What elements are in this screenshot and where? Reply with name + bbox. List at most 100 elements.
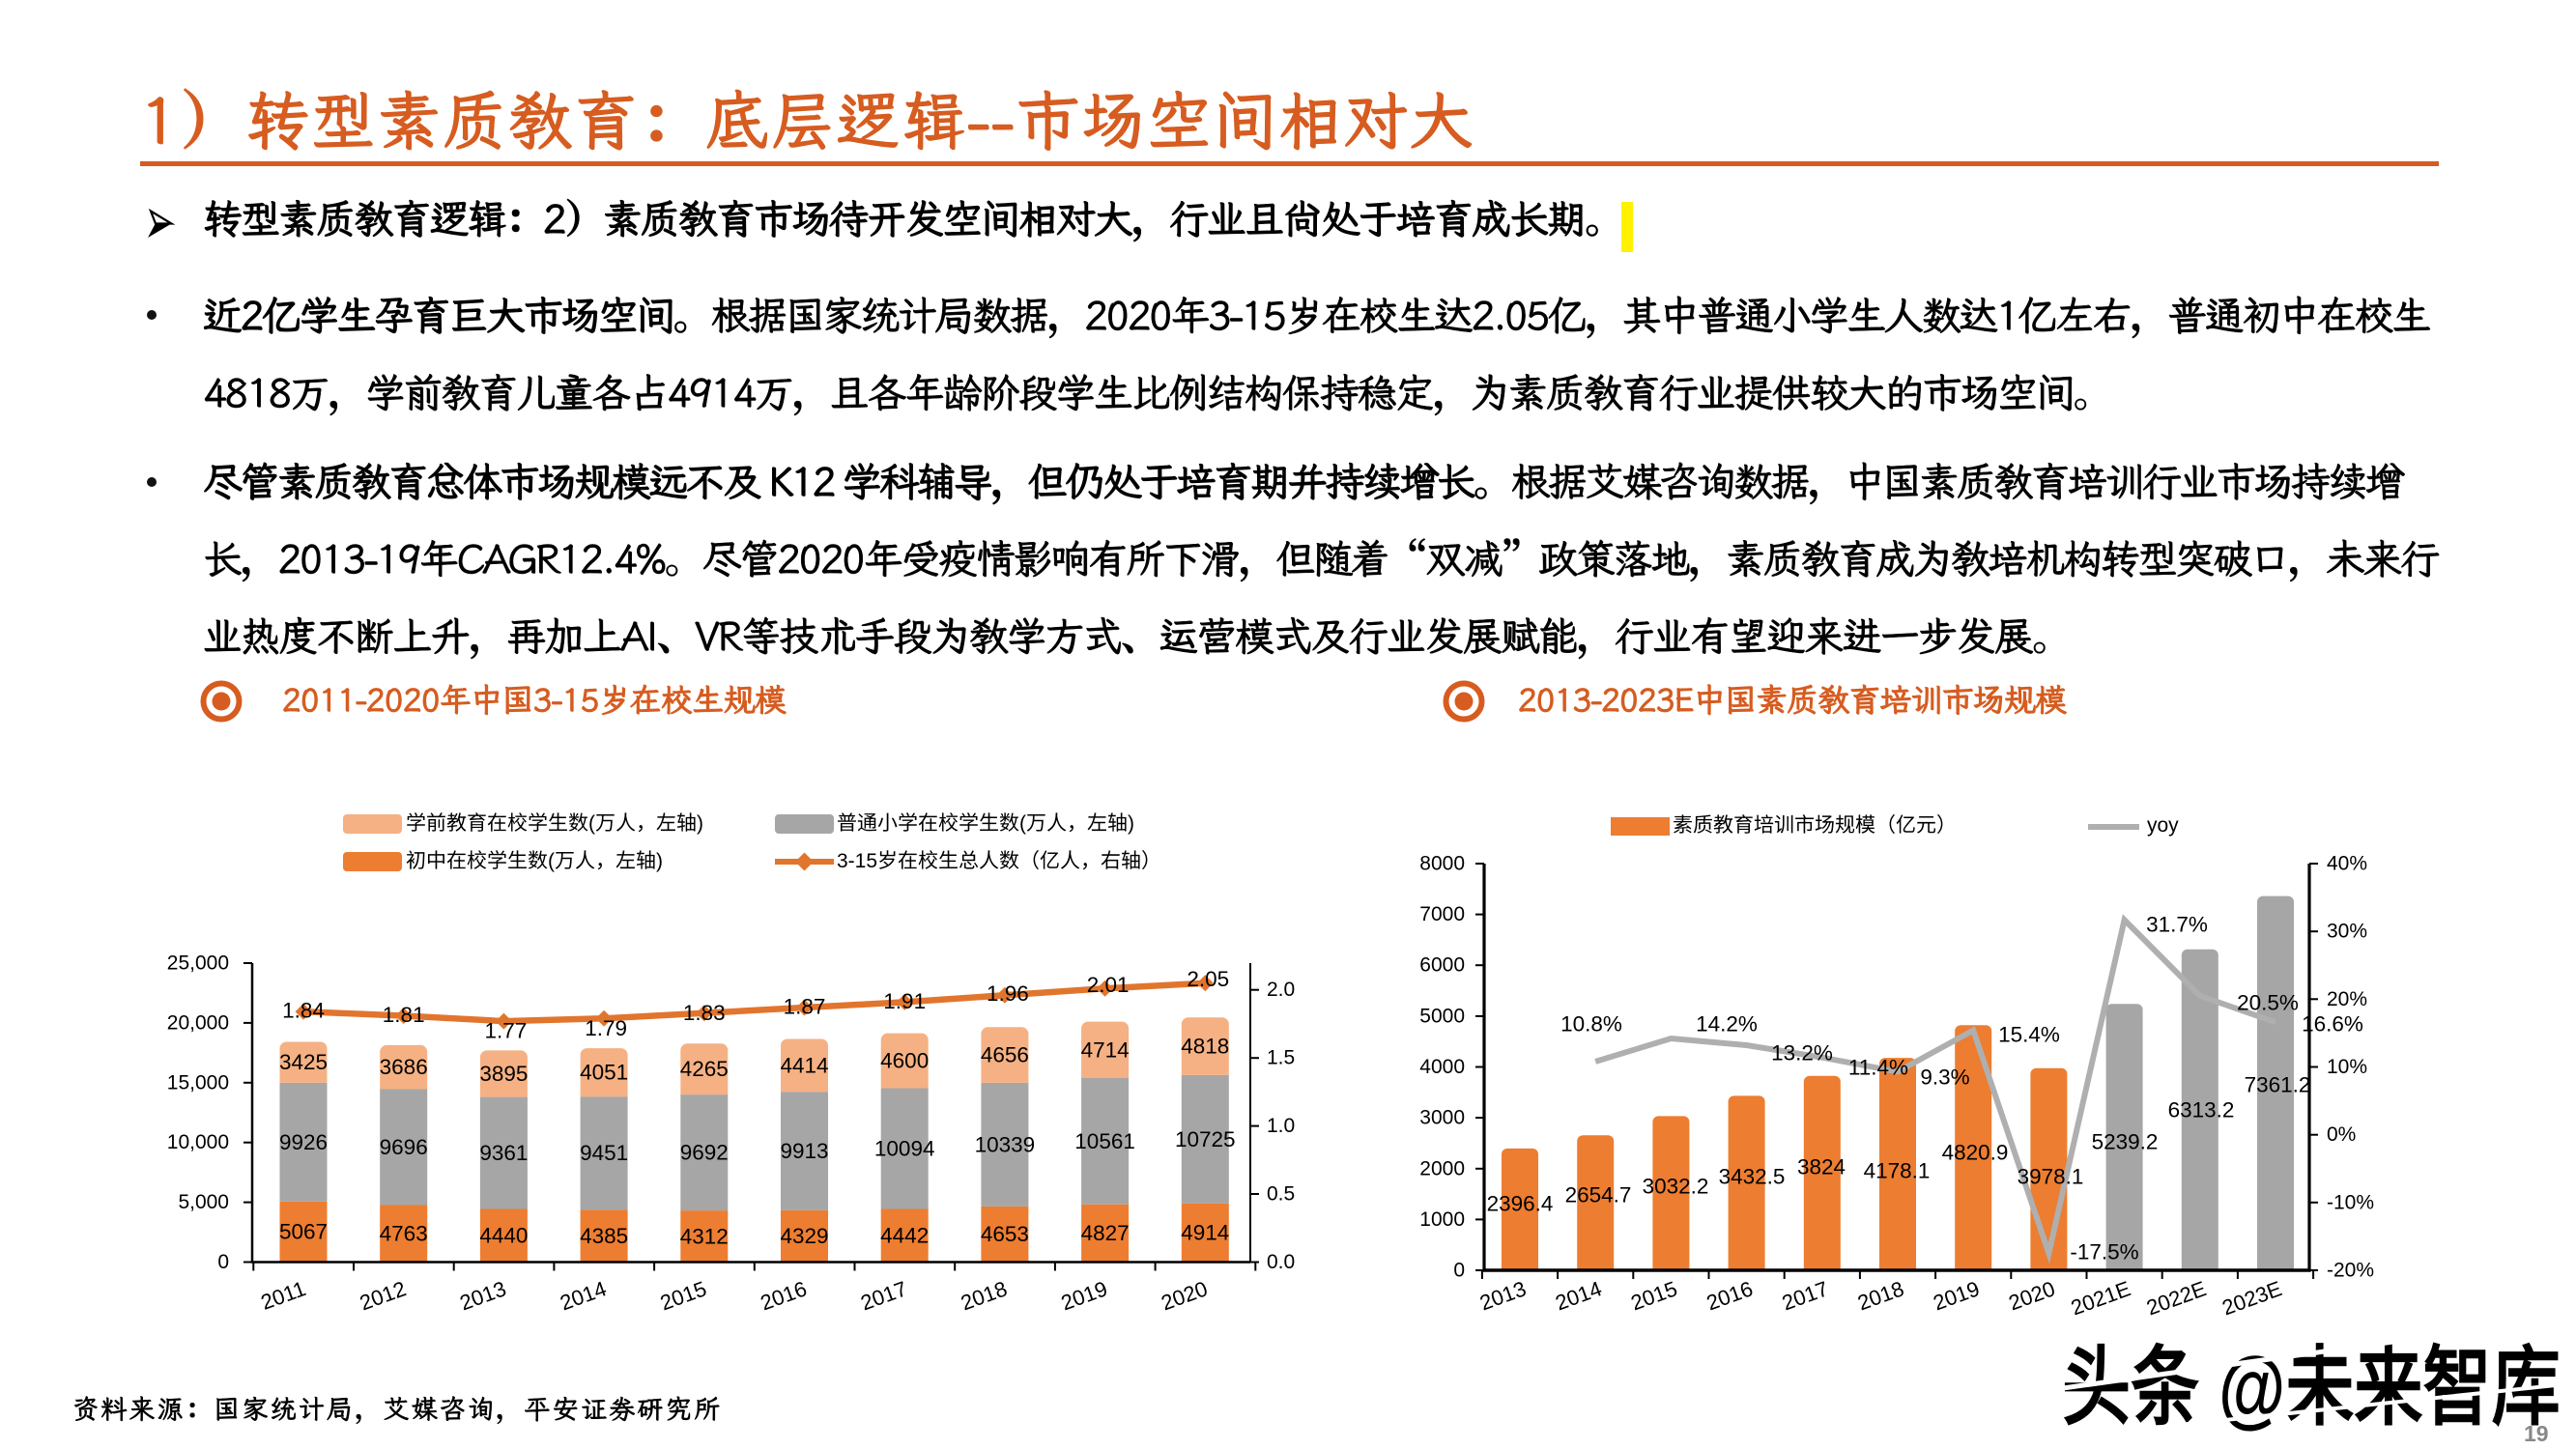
svg-text:3895: 3895	[479, 1062, 528, 1086]
svg-text:3432.5: 3432.5	[1719, 1165, 1786, 1189]
svg-text:2019: 2019	[1058, 1276, 1111, 1315]
svg-text:2018: 2018	[1854, 1276, 1907, 1315]
svg-text:1.77: 1.77	[485, 1019, 528, 1043]
svg-text:4312: 4312	[680, 1224, 729, 1248]
svg-text:0.0: 0.0	[1267, 1251, 1295, 1273]
svg-text:11.4%: 11.4%	[1848, 1056, 1908, 1080]
svg-text:5000: 5000	[1419, 1005, 1465, 1027]
svg-text:2014: 2014	[557, 1276, 610, 1315]
svg-text:2019: 2019	[1930, 1276, 1983, 1315]
svg-text:20,000: 20,000	[167, 1011, 229, 1034]
svg-text:4000: 4000	[1419, 1056, 1465, 1078]
svg-text:4714: 4714	[1081, 1037, 1130, 1062]
svg-text:2017: 2017	[857, 1276, 910, 1315]
svg-text:10.8%: 10.8%	[1560, 1012, 1622, 1037]
svg-text:2654.7: 2654.7	[1565, 1183, 1632, 1208]
svg-text:10561: 10561	[1074, 1129, 1135, 1153]
svg-text:3824: 3824	[1797, 1155, 1846, 1179]
svg-text:3000: 3000	[1419, 1107, 1465, 1129]
svg-text:4600: 4600	[880, 1049, 929, 1073]
svg-text:20.5%: 20.5%	[2237, 991, 2299, 1015]
svg-text:5067: 5067	[279, 1220, 328, 1244]
svg-text:4265: 4265	[680, 1057, 729, 1081]
svg-text:2013: 2013	[457, 1276, 510, 1315]
svg-text:6000: 6000	[1419, 954, 1465, 977]
svg-text:2011: 2011	[258, 1276, 309, 1315]
svg-text:2016: 2016	[1703, 1276, 1757, 1315]
svg-text:25,000: 25,000	[167, 952, 229, 975]
svg-text:0: 0	[217, 1251, 229, 1273]
svg-text:9692: 9692	[680, 1141, 729, 1165]
svg-text:15,000: 15,000	[167, 1071, 229, 1094]
svg-text:2016: 2016	[758, 1276, 811, 1315]
svg-text:-17.5%: -17.5%	[2070, 1240, 2138, 1264]
svg-text:3032.2: 3032.2	[1643, 1175, 1709, 1199]
svg-text:2022E: 2022E	[2143, 1276, 2209, 1320]
svg-text:1.0: 1.0	[1267, 1115, 1295, 1137]
svg-text:2000: 2000	[1419, 1157, 1465, 1179]
svg-text:4763: 4763	[380, 1222, 428, 1246]
svg-text:30%: 30%	[2327, 921, 2367, 943]
svg-text:2.0: 2.0	[1267, 979, 1295, 1001]
svg-text:9451: 9451	[580, 1141, 628, 1165]
svg-text:1.79: 1.79	[585, 1016, 627, 1040]
svg-text:5239.2: 5239.2	[2092, 1130, 2159, 1154]
svg-text:2.01: 2.01	[1087, 973, 1130, 997]
svg-text:10725: 10725	[1175, 1127, 1236, 1151]
svg-text:9361: 9361	[479, 1141, 528, 1165]
svg-text:14.2%: 14.2%	[1696, 1012, 1758, 1037]
svg-text:-10%: -10%	[2327, 1191, 2374, 1213]
svg-text:0: 0	[1453, 1260, 1465, 1282]
svg-text:2013: 2013	[1476, 1276, 1530, 1315]
svg-text:13.2%: 13.2%	[1771, 1041, 1833, 1065]
svg-text:1.84: 1.84	[282, 999, 325, 1023]
svg-text:4178.1: 4178.1	[1864, 1159, 1931, 1183]
svg-text:4442: 4442	[880, 1224, 929, 1248]
svg-text:-20%: -20%	[2327, 1260, 2374, 1282]
svg-text:4653: 4653	[981, 1222, 1029, 1246]
svg-text:4414: 4414	[780, 1053, 828, 1077]
svg-text:2017: 2017	[1779, 1276, 1832, 1315]
svg-text:9926: 9926	[279, 1130, 328, 1154]
svg-text:0%: 0%	[2327, 1123, 2356, 1146]
svg-text:2023E: 2023E	[2218, 1276, 2284, 1320]
svg-text:2014: 2014	[1552, 1276, 1605, 1315]
svg-text:2.05: 2.05	[1187, 967, 1229, 991]
svg-text:20%: 20%	[2327, 988, 2367, 1010]
svg-text:0.5: 0.5	[1267, 1183, 1295, 1206]
svg-text:40%: 40%	[2327, 853, 2367, 875]
svg-text:2021E: 2021E	[2068, 1276, 2133, 1320]
svg-text:1.91: 1.91	[883, 989, 926, 1013]
svg-text:16.6%: 16.6%	[2302, 1012, 2363, 1037]
svg-text:1.81: 1.81	[383, 1003, 425, 1027]
svg-text:7000: 7000	[1419, 903, 1465, 925]
svg-text:7361.2: 7361.2	[2245, 1073, 2311, 1097]
svg-text:4440: 4440	[479, 1224, 528, 1248]
svg-text:10094: 10094	[874, 1137, 935, 1161]
svg-text:2018: 2018	[958, 1276, 1011, 1315]
svg-text:4820.9: 4820.9	[1942, 1141, 2009, 1165]
svg-text:3686: 3686	[380, 1055, 428, 1079]
svg-text:4385: 4385	[580, 1224, 628, 1248]
svg-text:31.7%: 31.7%	[2146, 913, 2208, 937]
svg-text:9696: 9696	[380, 1135, 428, 1159]
svg-text:9913: 9913	[780, 1139, 828, 1163]
svg-text:2012: 2012	[357, 1276, 410, 1315]
svg-text:4827: 4827	[1081, 1221, 1130, 1245]
svg-text:5,000: 5,000	[178, 1191, 229, 1213]
svg-text:1.96: 1.96	[987, 981, 1029, 1006]
svg-text:8000: 8000	[1419, 853, 1465, 875]
svg-text:10,000: 10,000	[167, 1131, 229, 1153]
svg-text:6313.2: 6313.2	[2168, 1098, 2235, 1122]
svg-text:2015: 2015	[1628, 1276, 1681, 1315]
svg-text:1.5: 1.5	[1267, 1047, 1295, 1069]
svg-text:4051: 4051	[580, 1061, 628, 1085]
svg-text:3978.1: 3978.1	[2018, 1165, 2084, 1189]
svg-text:1.87: 1.87	[784, 995, 826, 1019]
svg-text:2020: 2020	[2006, 1276, 2059, 1315]
svg-text:10339: 10339	[975, 1132, 1036, 1156]
svg-text:1.83: 1.83	[683, 1001, 726, 1025]
svg-text:9.3%: 9.3%	[1920, 1065, 1969, 1090]
svg-text:4914: 4914	[1181, 1221, 1229, 1245]
svg-text:4329: 4329	[780, 1224, 828, 1248]
